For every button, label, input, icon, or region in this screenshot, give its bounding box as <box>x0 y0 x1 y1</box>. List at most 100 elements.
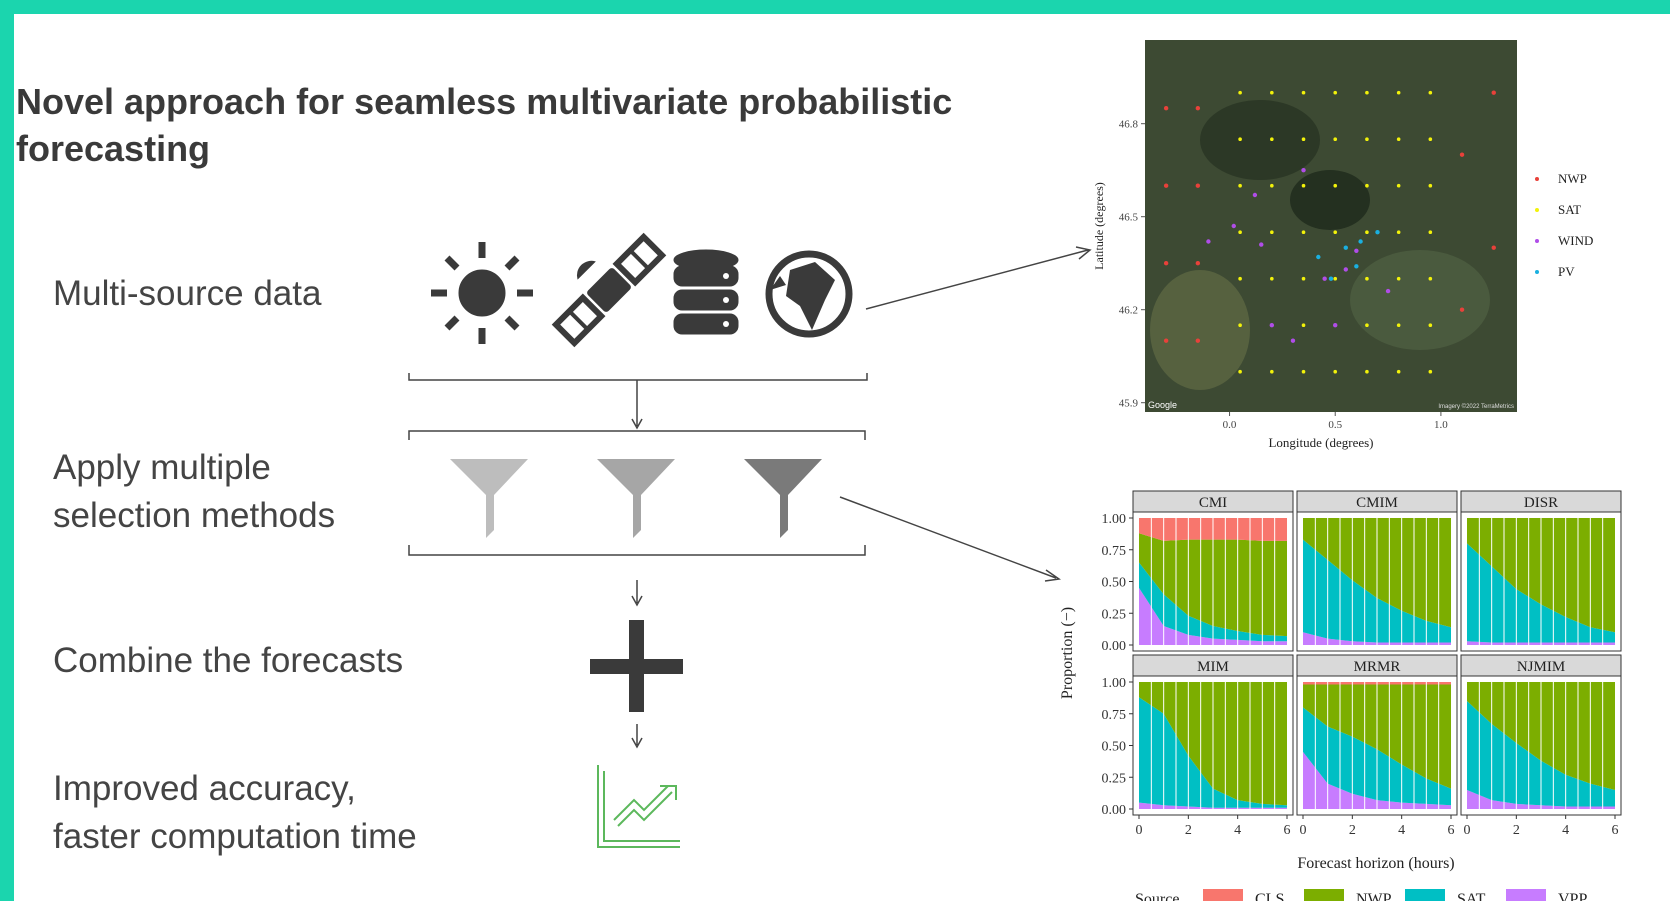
x-tick-label: 2 <box>1349 823 1356 838</box>
map-point <box>1397 370 1401 374</box>
map-point <box>1460 308 1464 312</box>
map-point <box>1365 277 1369 281</box>
map-point <box>1302 370 1306 374</box>
legend-label: NWP <box>1356 891 1392 901</box>
map-point <box>1429 230 1433 234</box>
y-tick-label: 46.2 <box>1119 305 1138 317</box>
page: 0.00.51.045.946.246.546.8Longitude (degr… <box>0 0 1670 901</box>
map-point <box>1397 137 1401 141</box>
y-tick-label: 0.00 <box>1102 639 1127 654</box>
map-point <box>1316 255 1320 259</box>
legend-label: SAT <box>1457 891 1486 901</box>
map-point <box>1270 370 1274 374</box>
x-tick-label: 0 <box>1136 823 1143 838</box>
step-label: Improved accuracy, <box>53 769 356 808</box>
map-point <box>1322 277 1326 281</box>
legend-marker <box>1535 177 1539 181</box>
map-point <box>1365 137 1369 141</box>
map-point <box>1429 137 1433 141</box>
map-point <box>1365 370 1369 374</box>
map-point <box>1333 137 1337 141</box>
map-point <box>1429 370 1433 374</box>
panel-title: NJMIM <box>1517 659 1565 675</box>
x-tick-label: 0.5 <box>1328 419 1342 431</box>
title: Novel approach for seamless multivariate… <box>16 81 952 122</box>
map-point <box>1460 153 1464 157</box>
map-point <box>1164 339 1168 343</box>
map-point <box>1344 267 1348 271</box>
map-point <box>1270 91 1274 95</box>
map-point <box>1333 323 1337 327</box>
legend-label: NWP <box>1558 171 1587 186</box>
x-axis-label: Longitude (degrees) <box>1268 435 1373 450</box>
y-tick-label: 0.50 <box>1102 740 1127 755</box>
map-point <box>1253 193 1257 197</box>
legend-title: Source <box>1135 891 1179 901</box>
panel-title: DISR <box>1524 495 1558 511</box>
map-point <box>1238 370 1242 374</box>
y-tick-label: 0.25 <box>1102 607 1127 622</box>
map-texture <box>1350 250 1490 350</box>
map-point <box>1302 137 1306 141</box>
step-label: selection methods <box>53 496 335 535</box>
x-tick-label: 2 <box>1185 823 1192 838</box>
legend-label: CLS <box>1255 891 1284 901</box>
attribution: Google <box>1148 400 1177 410</box>
map-point <box>1333 277 1337 281</box>
map-panel <box>1145 40 1517 412</box>
map-point <box>1270 277 1274 281</box>
map-point <box>1238 230 1242 234</box>
map-point <box>1365 184 1369 188</box>
y-tick-label: 46.8 <box>1119 119 1139 131</box>
map-point <box>1270 323 1274 327</box>
x-tick-label: 4 <box>1398 823 1405 838</box>
map-point <box>1302 184 1306 188</box>
x-tick-label: 0 <box>1300 823 1307 838</box>
map-point <box>1333 184 1337 188</box>
map-point <box>1291 339 1295 343</box>
panel-title: MIM <box>1197 659 1229 675</box>
step-label: Combine the forecasts <box>53 641 403 680</box>
x-tick-label: 4 <box>1562 823 1569 838</box>
attribution: Imagery ©2022 TerraMetrics <box>1438 403 1514 410</box>
legend-swatch <box>1405 889 1445 901</box>
map-point <box>1492 91 1496 95</box>
x-tick-label: 1.0 <box>1434 419 1448 431</box>
y-tick-label: 1.00 <box>1102 512 1127 527</box>
x-axis-label: Forecast horizon (hours) <box>1297 855 1454 872</box>
map-texture <box>1290 170 1370 230</box>
map-texture <box>1150 270 1250 390</box>
y-tick-label: 0.00 <box>1102 803 1127 818</box>
y-axis-label: Proportion (−) <box>1059 607 1076 699</box>
x-tick-label: 4 <box>1234 823 1241 838</box>
map-point <box>1429 323 1433 327</box>
legend-label: PV <box>1558 264 1575 279</box>
y-tick-label: 1.00 <box>1102 676 1127 691</box>
map-point <box>1238 184 1242 188</box>
map-point <box>1238 91 1242 95</box>
x-tick-label: 6 <box>1448 823 1455 838</box>
slide: 0.00.51.045.946.246.546.8Longitude (degr… <box>0 0 1670 901</box>
x-tick-label: 6 <box>1612 823 1619 838</box>
map-point <box>1196 106 1200 110</box>
map-point <box>1397 230 1401 234</box>
map-point <box>1238 323 1242 327</box>
map-point <box>1270 230 1274 234</box>
globe-icon <box>769 254 849 334</box>
map-point <box>1301 168 1305 172</box>
panel-title: MRMR <box>1354 659 1401 675</box>
y-tick-label: 0.50 <box>1102 576 1127 591</box>
legend-marker <box>1535 208 1539 212</box>
map-point <box>1238 277 1242 281</box>
x-tick-label: 0.0 <box>1223 419 1237 431</box>
y-tick-label: 0.25 <box>1102 771 1127 786</box>
legend-label: SAT <box>1558 202 1581 217</box>
map-point <box>1333 370 1337 374</box>
map-point <box>1164 184 1168 188</box>
map-point <box>1333 230 1337 234</box>
legend-label: VPP <box>1558 891 1587 901</box>
map-point <box>1429 91 1433 95</box>
map-point <box>1164 261 1168 265</box>
legend-swatch <box>1304 889 1344 901</box>
panel-title: CMI <box>1199 495 1227 511</box>
